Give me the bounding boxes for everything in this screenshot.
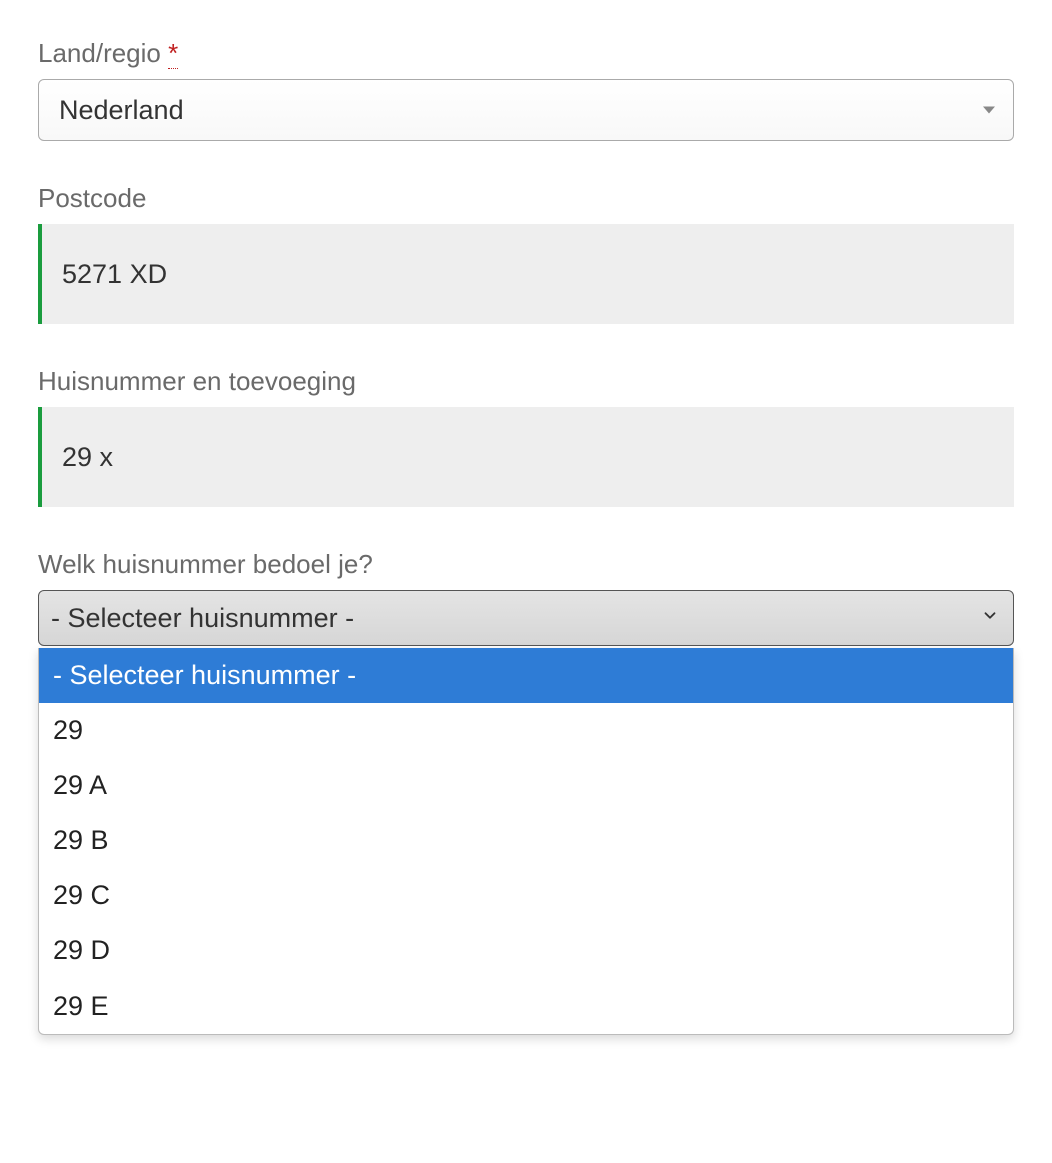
house-number-input[interactable]: 29 x bbox=[38, 407, 1014, 507]
house-select-wrapper: - Selecteer huisnummer - - Selecteer hui… bbox=[38, 590, 1014, 646]
house-select-option[interactable]: 29 B bbox=[39, 813, 1013, 868]
house-select-option[interactable]: 29 D bbox=[39, 923, 1013, 978]
country-field: Land/regio * Nederland bbox=[38, 38, 1014, 141]
house-select-option[interactable]: 29 E bbox=[39, 979, 1013, 1034]
country-select-value: Nederland bbox=[59, 95, 184, 126]
house-select-value: - Selecteer huisnummer - bbox=[51, 603, 354, 634]
required-asterisk: * bbox=[168, 38, 178, 69]
house-select-option[interactable]: 29 bbox=[39, 703, 1013, 758]
chevron-down-icon bbox=[983, 107, 995, 114]
house-select-option[interactable]: 29 A bbox=[39, 758, 1013, 813]
house-select-dropdown: - Selecteer huisnummer -2929 A29 B29 C29… bbox=[38, 648, 1014, 1035]
country-label-text: Land/regio bbox=[38, 38, 161, 68]
country-label: Land/regio * bbox=[38, 38, 1014, 69]
house-select-label: Welk huisnummer bedoel je? bbox=[38, 549, 1014, 580]
house-number-label: Huisnummer en toevoeging bbox=[38, 366, 1014, 397]
house-select[interactable]: - Selecteer huisnummer - bbox=[38, 590, 1014, 646]
house-select-field: Welk huisnummer bedoel je? - Selecteer h… bbox=[38, 549, 1014, 646]
house-select-option[interactable]: 29 C bbox=[39, 868, 1013, 923]
chevron-down-icon bbox=[981, 607, 999, 630]
house-number-value: 29 x bbox=[62, 442, 113, 473]
postcode-label: Postcode bbox=[38, 183, 1014, 214]
postcode-value: 5271 XD bbox=[62, 259, 167, 290]
house-select-option[interactable]: - Selecteer huisnummer - bbox=[39, 648, 1013, 703]
country-select[interactable]: Nederland bbox=[38, 79, 1014, 141]
postcode-input[interactable]: 5271 XD bbox=[38, 224, 1014, 324]
postcode-field: Postcode 5271 XD bbox=[38, 183, 1014, 324]
house-number-field: Huisnummer en toevoeging 29 x bbox=[38, 366, 1014, 507]
